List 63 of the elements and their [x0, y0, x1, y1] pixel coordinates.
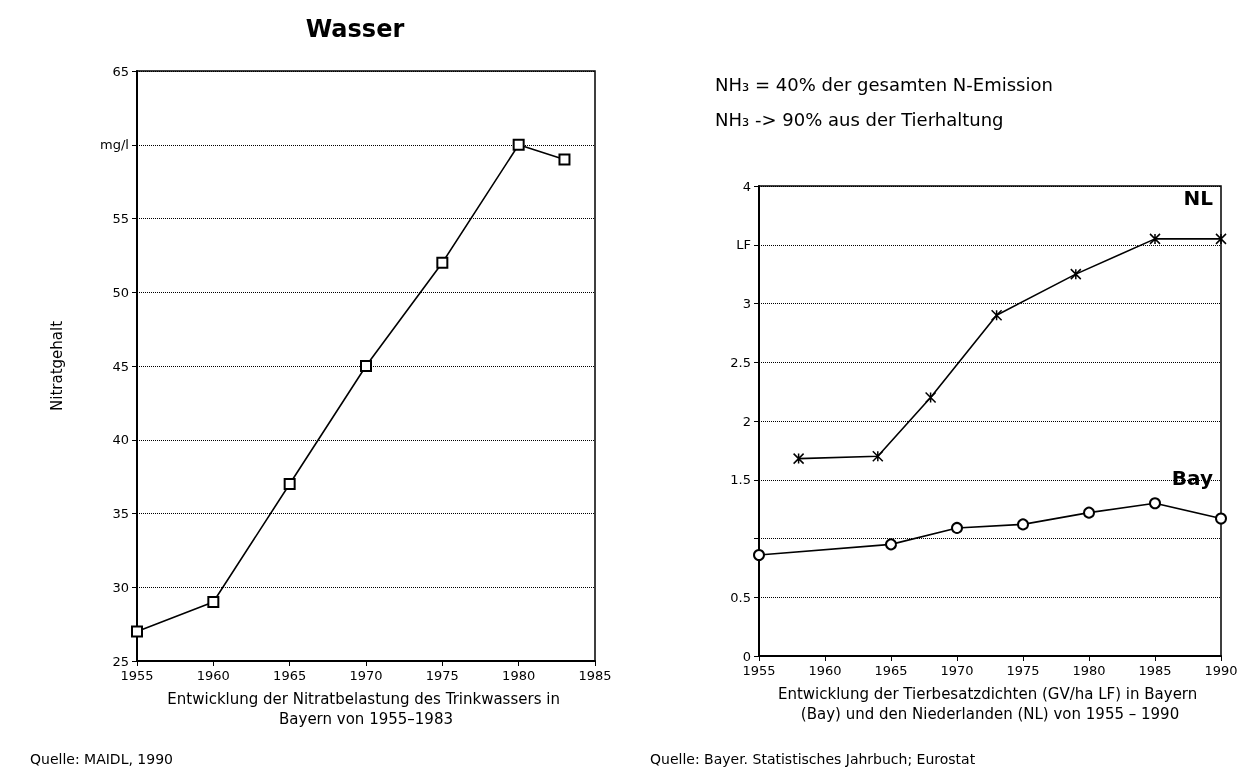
point: [1149, 233, 1161, 245]
point: [1215, 233, 1227, 245]
x-tick-label: 1970: [349, 668, 383, 683]
series-label: NL: [1183, 186, 1214, 211]
point: [1083, 506, 1095, 519]
point: [1017, 518, 1029, 531]
x-tick-label: 1970: [940, 663, 974, 678]
x-tick-label: 1960: [808, 663, 842, 678]
x-tick-label: 1980: [502, 668, 536, 683]
y-axis-title: Nitratgehalt: [48, 320, 66, 412]
y-tick-label: 2: [742, 413, 751, 429]
x-tick-label: 1955: [120, 668, 154, 683]
y-tick-label: 35: [112, 506, 129, 521]
point: [207, 596, 220, 608]
y-tick-label: 50: [112, 284, 129, 300]
text: NH₃ -> 90% aus der Tierhaltung: [715, 108, 1004, 130]
x-tick-label: 1955: [742, 663, 776, 678]
y-tick-label: 45: [112, 358, 129, 374]
y-tick-label: 25: [112, 653, 129, 669]
y-tick-label: 1.5: [730, 472, 751, 488]
y-tick-label: 4: [742, 178, 751, 194]
point: [360, 360, 372, 372]
point: [990, 309, 1003, 321]
point: [436, 256, 449, 269]
x-tick-label: 1975: [425, 668, 459, 683]
source-note: Quelle: MAIDL, 1990: [30, 751, 173, 767]
series-label: Bay: [1171, 465, 1213, 490]
x-tick-label: 1960: [196, 668, 230, 683]
point: [792, 452, 805, 465]
y-tick-label: LF: [736, 237, 751, 253]
point: [753, 548, 765, 561]
x-tick-label: 1980: [1072, 663, 1106, 678]
point: [512, 138, 525, 151]
x-tick-label: 1965: [273, 668, 307, 683]
x-tick-label: 1985: [1138, 663, 1172, 678]
y-tick-label: 0: [742, 648, 751, 664]
point: [924, 391, 937, 404]
x-axis-title: Entwicklung der Nitratbelastung des Trinkwassers in Bayern von 1955–1983: [167, 690, 565, 728]
y-tick-label: 55: [112, 211, 129, 226]
y-tick-label: 2.5: [730, 354, 751, 370]
source-note: Quelle: Bayer. Statistisches Jahrbuch; Eurostat: [650, 751, 976, 767]
point: [558, 153, 571, 166]
x-tick-label: 1990: [1204, 663, 1238, 678]
chart-title: Wasser: [305, 15, 405, 43]
y-tick-label: 40: [112, 432, 129, 448]
x-tick-label: 1975: [1006, 663, 1040, 678]
text: NH₃ = 40% der gesamten N-Emission: [715, 73, 1053, 95]
point: [131, 625, 143, 638]
y-tick-label: 65: [112, 63, 129, 79]
point: [951, 521, 963, 534]
x-axis-title: Entwicklung der Tierbesatzdichten (GV/ha LF) in Bayern (Bay) und den Niederlanden (NL) von 1955 – 1990: [777, 685, 1203, 723]
y-tick-label: 3: [742, 296, 751, 311]
point: [1215, 512, 1227, 525]
point: [872, 450, 884, 462]
point: [1070, 268, 1082, 280]
x-tick-label: 1985: [578, 668, 612, 683]
point: [1149, 497, 1161, 510]
y-tick-label: 30: [112, 579, 129, 595]
y-tick-label: 0.5: [730, 589, 751, 605]
y-tick-label: mg/l: [100, 137, 129, 153]
point: [283, 478, 296, 490]
point: [885, 538, 897, 551]
x-tick-label: 1965: [874, 663, 908, 678]
